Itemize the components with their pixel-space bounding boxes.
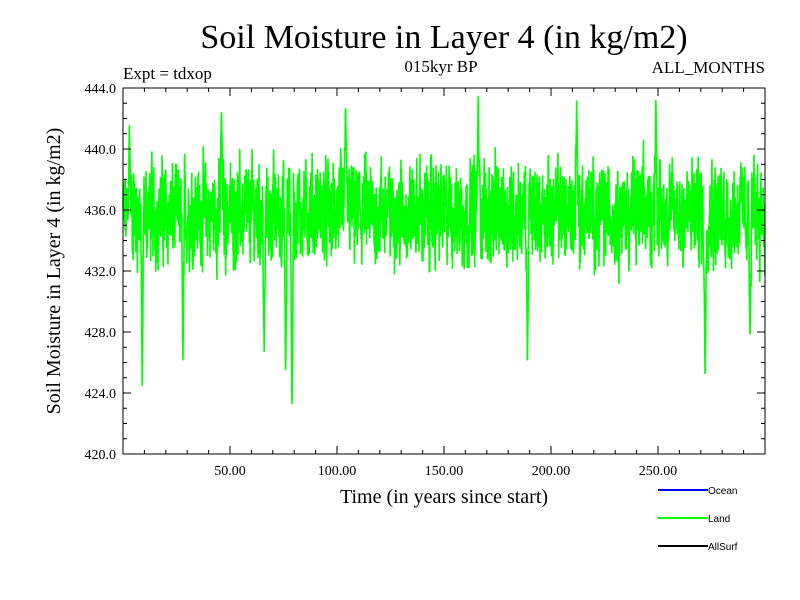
axis-ticks: 50.00 100.00 150.00 200.00 250.00 420.0 424.0 4…	[85, 82, 766, 479]
legend-label-allsurf: AllSurf	[708, 542, 738, 553]
legend: Ocean Land AllSurf	[658, 486, 738, 553]
x-tick-label: 200.00	[532, 464, 571, 479]
y-tick-label: 432.0	[85, 265, 117, 280]
y-tick-label: 436.0	[85, 204, 117, 219]
chart-title: Soil Moisture in Layer 4 (in kg/m2)	[200, 19, 687, 56]
y-tick-label: 440.0	[85, 143, 117, 158]
series-line-land	[122, 95, 766, 405]
period-label: 015kyr BP	[404, 57, 477, 76]
legend-label-ocean: Ocean	[708, 486, 737, 497]
x-tick-label: 250.00	[639, 464, 678, 479]
x-tick-label: 150.00	[425, 464, 464, 479]
plot-series	[122, 95, 766, 405]
y-axis-label: Soil Moisture in Layer 4 (in kg/m2)	[43, 128, 65, 415]
y-tick-label: 424.0	[85, 387, 117, 402]
x-tick-label: 100.00	[318, 464, 357, 479]
x-tick-label: 50.00	[214, 464, 246, 479]
plot-frame	[122, 87, 766, 455]
y-tick-label: 428.0	[85, 326, 117, 341]
experiment-label: Expt = tdxop	[123, 64, 212, 83]
y-tick-label: 444.0	[85, 82, 117, 97]
y-tick-label: 420.0	[85, 448, 117, 463]
x-axis-label: Time (in years since start)	[340, 486, 548, 508]
legend-label-land: Land	[708, 514, 730, 525]
months-label: ALL_MONTHS	[652, 58, 765, 77]
